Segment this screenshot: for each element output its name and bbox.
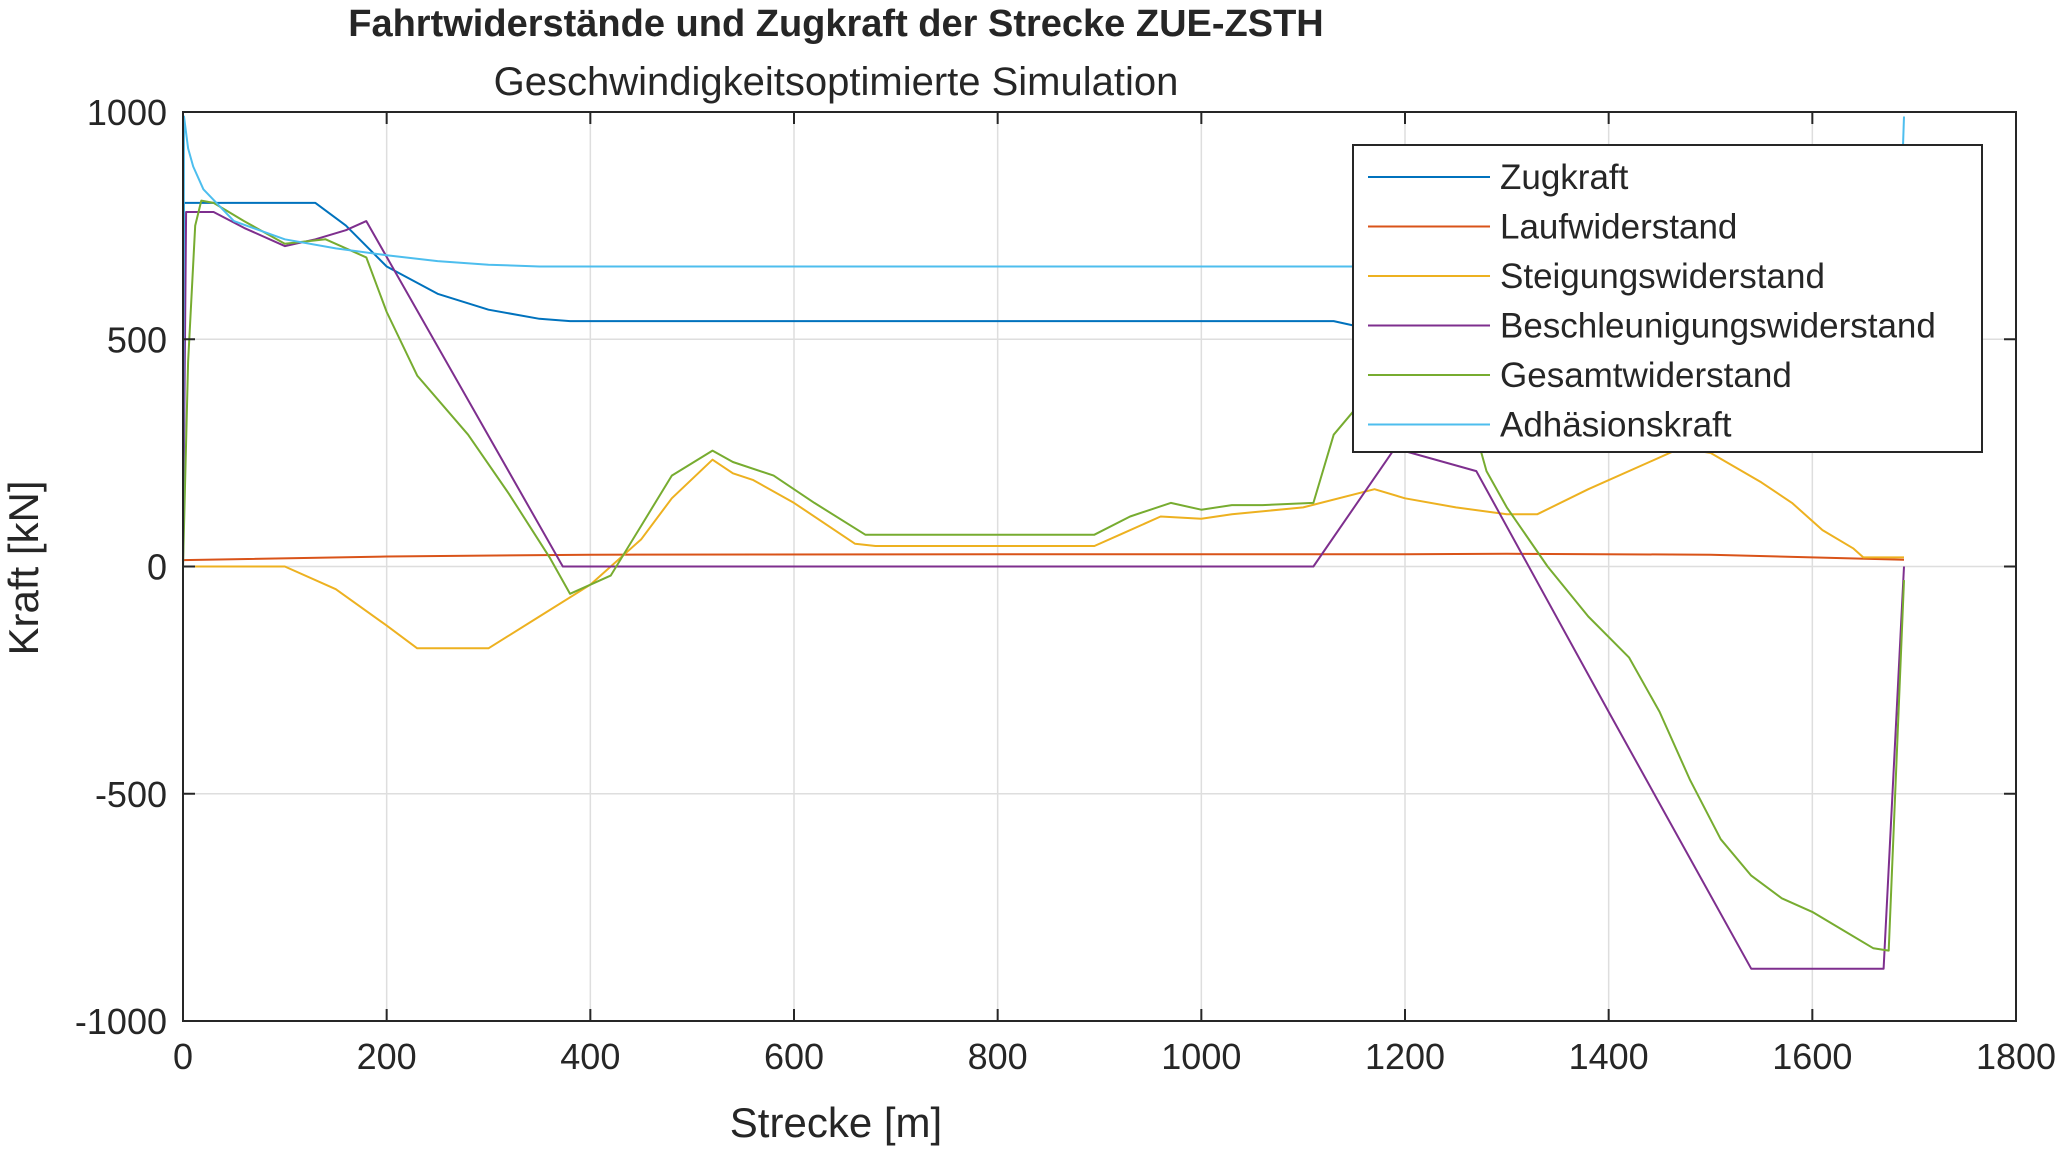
y-tick-label: 1000 xyxy=(87,92,167,133)
series-line-0 xyxy=(182,201,1507,567)
x-tick-label: 1000 xyxy=(1161,1036,1241,1077)
y-axis-label: Kraft [kN] xyxy=(0,480,47,655)
legend-entry-label: Beschleunigungswiderstand xyxy=(1500,307,1936,346)
series-line-1 xyxy=(182,552,1905,562)
legend-box xyxy=(1352,144,1983,453)
chart-subtitle: Geschwindigkeitsoptimierte Simulation xyxy=(494,60,1179,104)
chart-title: Fahrtwiderstände und Zugkraft der Streck… xyxy=(348,3,1323,45)
legend-entry-label: Zugkraft xyxy=(1500,158,1629,197)
x-tick-label: 1400 xyxy=(1569,1036,1649,1077)
series-layer xyxy=(182,115,1905,970)
x-tick-label: 0 xyxy=(173,1036,193,1077)
legend-entry-label: Steigungswiderstand xyxy=(1500,257,1825,296)
legend-entry-label: Laufwiderstand xyxy=(1500,208,1737,247)
series-line-2 xyxy=(183,447,1904,650)
legend-entry-label: Adhäsionskraft xyxy=(1500,406,1732,445)
series-line-3 xyxy=(182,211,1905,970)
series-line-4 xyxy=(182,199,1905,952)
x-tick-label: 1800 xyxy=(1976,1036,2056,1077)
x-tick-label: 600 xyxy=(764,1036,824,1077)
legend-entry-label: Gesamtwiderstand xyxy=(1500,356,1792,395)
x-tick-label: 200 xyxy=(357,1036,417,1077)
x-tick-label: 1600 xyxy=(1772,1036,1852,1077)
x-tick-label: 800 xyxy=(968,1036,1028,1077)
ticks: 0 200 400 600 800 1000 1200 1400 1600 1800 -1000 -5… xyxy=(75,92,2056,1077)
y-tick-label: -500 xyxy=(95,774,167,815)
x-tick-label: 1200 xyxy=(1365,1036,1445,1077)
x-tick-label: 400 xyxy=(560,1036,620,1077)
y-tick-label: -1000 xyxy=(75,1001,167,1042)
x-axis-label: Strecke [m] xyxy=(730,1099,942,1146)
legend: Zugkraft Laufwiderstand Steigungswiderstan… xyxy=(1352,144,1983,453)
y-tick-label: 0 xyxy=(147,547,167,588)
y-tick-label: 500 xyxy=(107,319,167,360)
